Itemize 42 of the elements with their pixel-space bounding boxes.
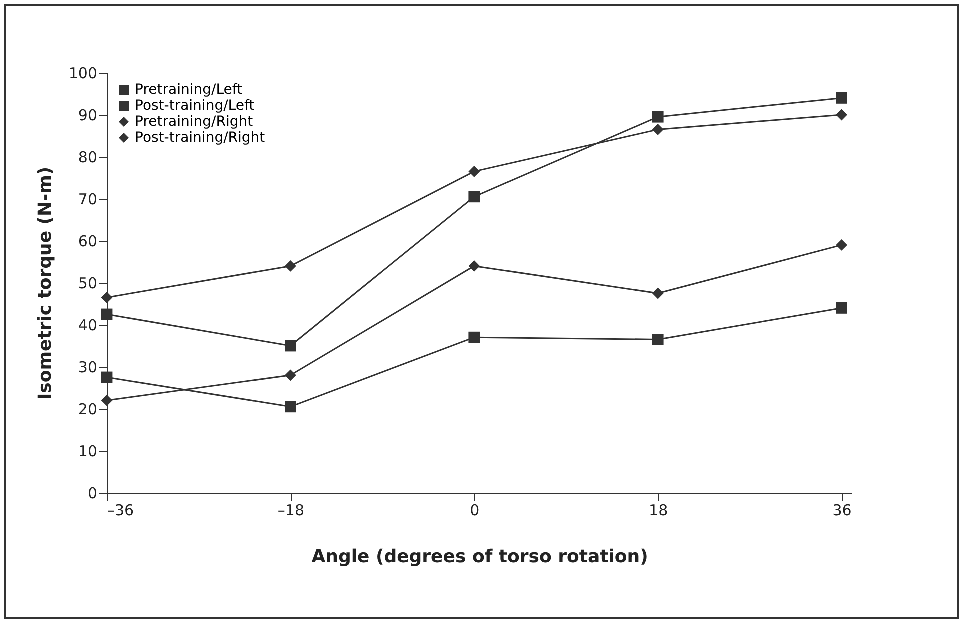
point [468, 191, 480, 203]
legend-label: Post-training/Right [135, 130, 266, 146]
y-tick-label: 100 [68, 64, 98, 82]
x-tick-label: –36 [108, 502, 134, 520]
point [652, 288, 664, 300]
legend-label: Pretraining/Left [135, 82, 244, 98]
y-tick-label: 30 [78, 358, 98, 376]
point [285, 401, 296, 413]
x-tick-label: –18 [278, 502, 304, 520]
y-tick-label: 60 [78, 232, 98, 250]
point [101, 292, 113, 304]
y-tick-label: 10 [78, 442, 98, 460]
x-tick-label: 0 [470, 502, 480, 520]
point [836, 302, 848, 314]
y-tick-label: 0 [88, 484, 98, 502]
point [285, 340, 296, 352]
x-axis-title: Angle (degrees of torso rotation) [312, 546, 648, 568]
y-tick-label: 70 [78, 190, 98, 208]
point [652, 111, 664, 123]
point [285, 260, 296, 272]
legend-label: Pretraining/Right [135, 114, 254, 130]
y-tick-label: 90 [78, 106, 98, 124]
point [101, 394, 113, 406]
point [468, 332, 480, 344]
point [836, 240, 848, 251]
y-axis-title: Isometric torque (N-m) [34, 166, 56, 400]
point [285, 370, 296, 382]
y-tick-label: 80 [78, 148, 98, 166]
x-tick-label: 36 [832, 502, 852, 520]
point [101, 372, 113, 384]
point [468, 166, 480, 178]
point [101, 308, 113, 320]
point [468, 260, 480, 272]
point [652, 334, 664, 346]
y-tick-label: 50 [78, 274, 98, 292]
y-tick-label: 40 [78, 316, 98, 334]
point [652, 124, 664, 136]
y-tick-label: 20 [78, 400, 98, 418]
legend-label: Post-training/Left [135, 98, 256, 114]
point [836, 109, 848, 121]
point [836, 92, 848, 104]
x-tick-label: 18 [649, 502, 668, 520]
